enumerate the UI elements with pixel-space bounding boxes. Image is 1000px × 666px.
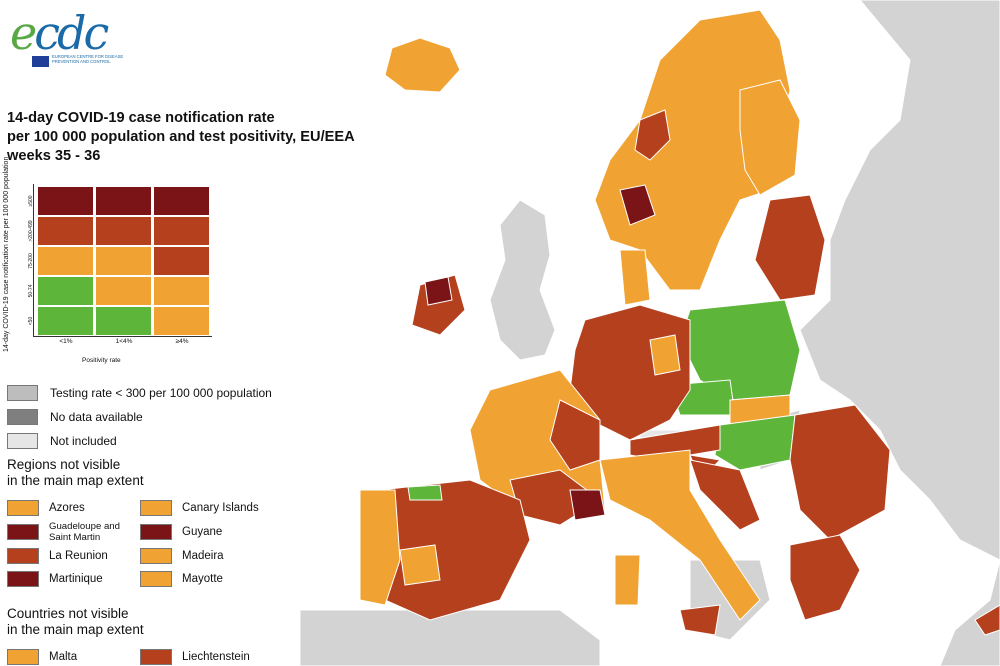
country-swatch: [140, 649, 172, 665]
matrix-frame: [33, 184, 212, 337]
regions-heading: Regions not visible in the main map exte…: [7, 457, 144, 488]
legend-swatch: [7, 384, 38, 401]
region-item-martinique: Martinique: [7, 571, 103, 587]
region-swatch: [140, 500, 172, 516]
matrix-x-axis-label: Positivity rate: [82, 357, 121, 364]
ecdc-logo: ecdc EUROPEAN CENTRE FOR DISEASE PREVENT…: [4, 0, 124, 78]
country-item-liechtenstein: Liechtenstein: [140, 649, 250, 665]
croatia: [689, 459, 761, 531]
matrix-cell: [154, 187, 209, 215]
matrix-y-axis-label: 14-day COVID-19 case notification rate p…: [3, 156, 10, 352]
region-swatch: [140, 524, 172, 540]
region-swatch: [140, 548, 172, 564]
legend-testing-rate: Testing rate < 300 per 100 000 populatio…: [7, 384, 272, 401]
country-swatch: [7, 649, 39, 665]
matrix-cell: [154, 247, 209, 275]
cyprus: [974, 604, 1000, 636]
map-title: 14-day COVID-19 case notification rate p…: [7, 110, 355, 164]
ecdc-subtitle: EUROPEAN CENTRE FOR DISEASE PREVENTION A…: [52, 54, 124, 64]
region-swatch: [7, 500, 39, 516]
norway-darkred: [619, 184, 656, 226]
iceland: [384, 37, 461, 93]
region-item-madeira: Madeira: [140, 548, 224, 564]
region-item-mayotte: Mayotte: [140, 571, 223, 587]
ecdc-wordmark: ecdc: [10, 6, 109, 60]
region-item-la-reunion: La Reunion: [7, 548, 108, 564]
baltic-states: [754, 194, 826, 301]
germany-orange: [649, 334, 681, 376]
region-swatch: [7, 548, 39, 564]
country-item-malta: Malta: [7, 649, 77, 665]
matrix-row-tick: <50: [28, 316, 34, 326]
matrix-col-tick: ≥4%: [175, 338, 189, 345]
northern-ireland: [424, 276, 453, 306]
matrix-cell: [96, 247, 151, 275]
finland: [739, 79, 801, 196]
region-swatch: [7, 571, 39, 587]
matrix-cell: [96, 187, 151, 215]
spain-green: [407, 484, 443, 501]
legend-swatch: [7, 408, 38, 425]
legend-swatch: [7, 432, 38, 449]
countries-heading: Countries not visible in the main map ex…: [7, 606, 144, 637]
norway-red: [634, 109, 671, 161]
matrix-cell: [154, 217, 209, 245]
region-item-azores: Azores: [7, 500, 85, 516]
hungary: [714, 414, 796, 471]
matrix-row-tick: ≥500: [28, 195, 34, 207]
matrix-cell: [96, 217, 151, 245]
matrix-row-tick: 50-74: [28, 284, 34, 298]
matrix-cell: [154, 307, 209, 335]
matrix-cell: [154, 277, 209, 305]
region-swatch: [7, 524, 39, 540]
matrix-col-tick: <1%: [59, 338, 73, 345]
matrix-cell: [38, 247, 93, 275]
matrix-row-tick: >200-499: [28, 220, 34, 242]
matrix-cell: [38, 307, 93, 335]
spain-orange: [399, 544, 441, 586]
matrix-col-tick: 1<4%: [115, 338, 133, 345]
france-darkred: [569, 489, 606, 521]
eu-flag-icon: [32, 56, 49, 67]
region-item-guyane: Guyane: [140, 524, 222, 540]
matrix-cell: [38, 217, 93, 245]
greece: [789, 534, 861, 621]
legend-no-data: No data available: [7, 408, 143, 425]
matrix-cell: [96, 307, 151, 335]
region-item-guadeloupe: Guadeloupe and Saint Martin: [7, 521, 144, 543]
region-swatch: [140, 571, 172, 587]
matrix-cell: [96, 277, 151, 305]
matrix-cell: [38, 187, 93, 215]
matrix-cell: [38, 277, 93, 305]
denmark: [619, 249, 651, 306]
legend-not-included: Not included: [7, 432, 117, 449]
region-item-canary-islands: Canary Islands: [140, 500, 259, 516]
sicily: [679, 604, 721, 636]
portugal: [359, 489, 401, 606]
italy: [599, 449, 761, 621]
france-red: [549, 399, 601, 471]
romania-bulgaria: [789, 404, 891, 541]
matrix-row-tick: 75-200: [28, 253, 34, 269]
ireland: [411, 274, 466, 336]
sardinia: [614, 554, 641, 606]
